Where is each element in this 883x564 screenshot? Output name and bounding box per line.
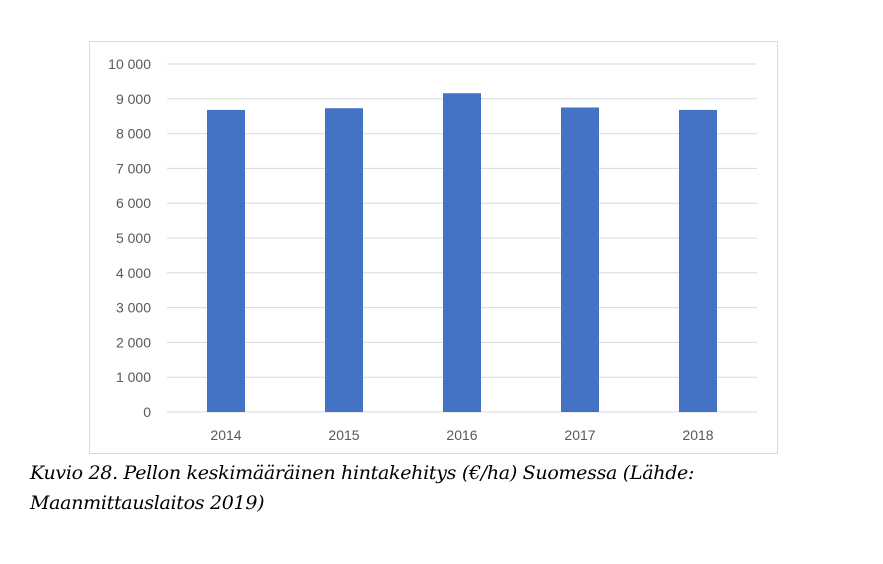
x-tick-label: 2017 <box>564 427 595 443</box>
y-tick-label: 1 000 <box>116 369 151 385</box>
bar-2016 <box>443 93 481 412</box>
x-tick-label: 2018 <box>682 427 713 443</box>
y-tick-label: 7 000 <box>116 160 151 176</box>
y-tick-label: 4 000 <box>116 265 151 281</box>
bar-2017 <box>561 107 599 412</box>
y-tick-label: 3 000 <box>116 300 151 316</box>
y-tick-label: 8 000 <box>116 126 151 142</box>
bar-2014 <box>207 109 245 412</box>
y-tick-label: 9 000 <box>116 91 151 107</box>
figure-caption: Kuvio 28. Pellon keskimääräinen hintakeh… <box>30 462 695 514</box>
y-tick-label: 2 000 <box>116 334 151 350</box>
chart-area: 0 1 000 2 000 3 000 4 000 5 000 6 000 7 000 8 00… <box>89 41 778 454</box>
x-tick-label: 2016 <box>446 427 477 443</box>
bar-chart: 0 1 000 2 000 3 000 4 000 5 000 6 000 7 000 8 00… <box>108 56 757 443</box>
y-tick-label: 6 000 <box>116 195 151 211</box>
x-tick-label: 2015 <box>328 427 359 443</box>
y-tick-label: 5 000 <box>116 230 151 246</box>
bar-2015 <box>325 108 363 413</box>
bar-2018 <box>679 109 717 412</box>
y-tick-label: 0 <box>143 404 151 420</box>
x-tick-label: 2014 <box>210 427 241 443</box>
y-tick-label: 10 000 <box>108 56 151 72</box>
